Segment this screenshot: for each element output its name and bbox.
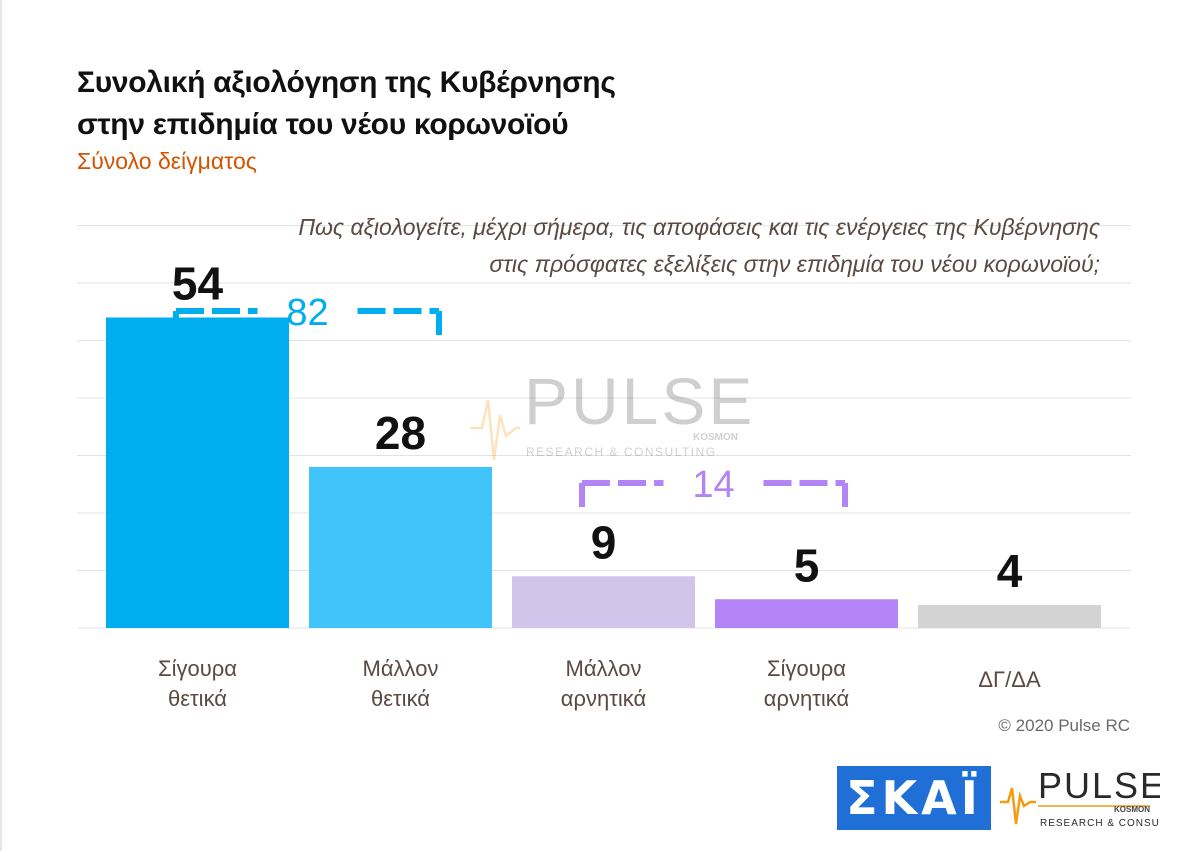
category-label: ΔΓ/ΔΑ xyxy=(978,667,1041,692)
title-line-2: στην επιδημία του νέου κορωνοϊού xyxy=(77,108,569,141)
pulse-logo-sub: RESEARCH & CONSULTING xyxy=(1040,818,1160,829)
bar xyxy=(715,599,898,628)
bracket-sum-label: 82 xyxy=(286,292,328,334)
question-line-2: στις πρόσφατες εξελίξεις στην επιδημία τ… xyxy=(489,251,1100,277)
left-edge-rule xyxy=(0,0,2,851)
bar xyxy=(512,576,695,628)
category-label: Μάλλον xyxy=(363,656,439,681)
bracket-sum-label: 14 xyxy=(692,464,734,506)
watermark-brand: PULSE xyxy=(524,364,755,438)
bar xyxy=(918,605,1101,628)
category-label: Σίγουρα xyxy=(767,656,846,681)
category-label: αρνητικά xyxy=(764,686,850,711)
watermark-heartbeat-icon xyxy=(470,399,520,461)
pulse-logo-tag: KOSMON xyxy=(1114,805,1150,814)
pulse-heartbeat-icon xyxy=(1000,787,1036,825)
category-label: Σίγουρα xyxy=(158,656,237,681)
chart-title: Συνολική αξιολόγηση της Κυβέρνησης στην … xyxy=(77,62,777,146)
bar-value-label: 5 xyxy=(794,539,820,591)
bar-value-label: 54 xyxy=(172,258,224,310)
bar xyxy=(309,467,492,628)
question-line-1: Πως αξιολογείτε, μέχρι σήμερα, τις αποφά… xyxy=(298,214,1100,240)
skai-logo: ΣΚΑΪ xyxy=(837,766,991,830)
title-line-1: Συνολική αξιολόγηση της Κυβέρνησης xyxy=(77,66,616,99)
watermark-tag: KOSMON xyxy=(693,432,738,443)
category-label: θετικά xyxy=(371,686,430,711)
watermark-sub: RESEARCH & CONSULTING xyxy=(526,445,717,459)
bar-value-label: 4 xyxy=(997,545,1023,597)
chart-subtitle: Σύνολο δείγματος xyxy=(77,148,257,174)
survey-question: Πως αξιολογείτε, μέχρι σήμερα, τις αποφά… xyxy=(150,209,1100,283)
category-label: θετικά xyxy=(168,686,227,711)
bar-value-label: 9 xyxy=(591,516,617,568)
copyright-text: © 2020 Pulse RC xyxy=(998,716,1130,735)
category-label: Μάλλον xyxy=(566,656,642,681)
category-label: αρνητικά xyxy=(561,686,647,711)
pulse-logo-brand: PULSE xyxy=(1038,766,1160,806)
pulse-logo: PULSE KOSMON RESEARCH & CONSULTING xyxy=(1000,766,1160,829)
bar-value-label: 28 xyxy=(375,407,426,459)
bar xyxy=(106,317,289,628)
